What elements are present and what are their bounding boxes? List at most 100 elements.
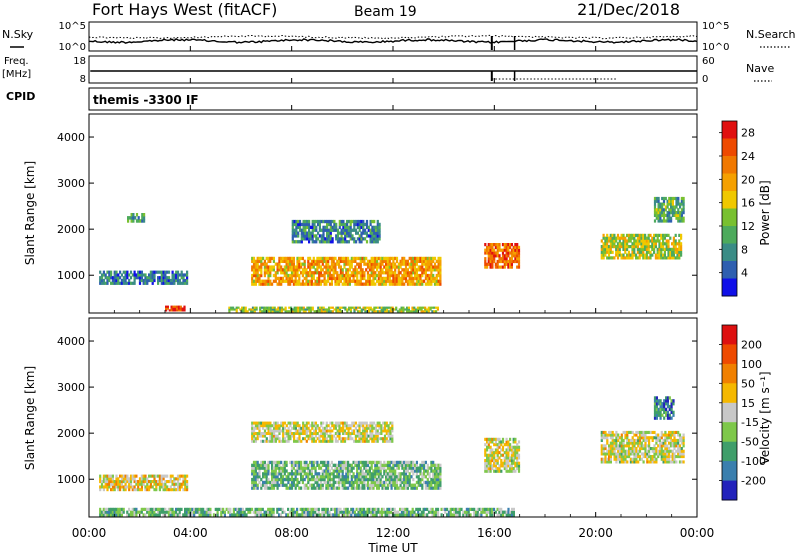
heatmap-cell: [660, 411, 662, 414]
heatmap-cell: [606, 436, 608, 439]
heatmap-cell: [269, 422, 271, 425]
heatmap-cell: [348, 429, 350, 432]
heatmap-cell: [329, 464, 331, 467]
heatmap-cell: [683, 203, 685, 206]
heatmap-cell: [502, 438, 504, 441]
heatmap-cell: [661, 414, 663, 417]
heatmap-cell: [518, 257, 520, 260]
heatmap-cell: [300, 429, 302, 432]
heatmap-cell: [643, 436, 645, 439]
heatmap-cell: [415, 508, 417, 511]
heatmap-cell: [363, 487, 365, 490]
heatmap-cell: [661, 205, 663, 208]
heatmap-cell: [674, 208, 676, 211]
heatmap-cell: [439, 265, 441, 268]
heatmap-cell: [300, 432, 302, 435]
colorbar-tick-label: 20: [741, 173, 755, 186]
heatmap-cell: [669, 237, 671, 240]
heatmap-cell: [619, 239, 621, 242]
heatmap-cell: [325, 283, 327, 286]
heatmap-cell: [667, 234, 669, 237]
heatmap-cell: [680, 237, 682, 240]
heatmap-cell: [135, 508, 137, 511]
heatmap-cell: [284, 437, 286, 440]
heatmap-cell: [628, 444, 630, 447]
heatmap-cell: [612, 450, 614, 453]
heatmap-cell: [366, 437, 368, 440]
heatmap-cell: [683, 439, 685, 442]
heatmap-cell: [255, 440, 257, 443]
heatmap-cell: [673, 237, 675, 240]
freq-right-tick-top: 60: [702, 56, 715, 67]
heatmap-cell: [134, 477, 136, 480]
heatmap-cell: [622, 254, 624, 257]
freq-label: Freq.: [4, 56, 29, 67]
heatmap-cell: [633, 452, 635, 455]
heatmap-cell: [106, 488, 108, 491]
heatmap-cell: [346, 422, 348, 425]
heatmap-cell: [601, 458, 603, 461]
heatmap-cell: [329, 440, 331, 443]
heatmap-cell: [683, 452, 685, 455]
heatmap-cell: [291, 271, 293, 274]
heatmap-cell: [121, 279, 123, 282]
heatmap-cell: [657, 237, 659, 240]
heatmap-cell: [367, 481, 369, 484]
heatmap-cell: [407, 487, 409, 490]
heatmap-cell: [230, 307, 232, 309]
heatmap-cell: [273, 274, 275, 277]
heatmap-cell: [655, 447, 657, 450]
heatmap-cell: [653, 447, 655, 450]
heatmap-cell: [675, 234, 677, 237]
heatmap-cell: [663, 411, 665, 414]
heatmap-cell: [308, 223, 310, 226]
heatmap-cell: [347, 475, 349, 478]
heatmap-cell: [365, 257, 367, 260]
colorbar-segment: [722, 261, 737, 279]
heatmap-cell: [308, 240, 310, 243]
heatmap-cell: [655, 460, 657, 463]
heatmap-cell: [308, 422, 310, 425]
heatmap-cell: [326, 422, 328, 425]
colorbar-segment: [722, 121, 737, 139]
heatmap-cell: [159, 271, 161, 274]
heatmap-cell: [329, 487, 331, 490]
heatmap-cell: [242, 508, 244, 511]
heatmap-cell: [498, 467, 500, 470]
heatmap-cell: [332, 237, 334, 240]
heatmap-cell: [379, 223, 381, 226]
heatmap-cell: [493, 508, 495, 511]
heatmap-cell: [291, 265, 293, 268]
heatmap-cell: [275, 440, 277, 443]
heatmap-cell: [683, 450, 685, 453]
heatmap-cell: [350, 223, 352, 226]
heatmap-cell: [518, 462, 520, 465]
heatmap-cell: [338, 435, 340, 438]
heatmap-cell: [349, 437, 351, 440]
heatmap-cell: [610, 248, 612, 251]
heatmap-cell: [601, 450, 603, 453]
heatmap-cell: [347, 461, 349, 464]
heatmap-cell: [309, 435, 311, 438]
heatmap-cell: [346, 223, 348, 226]
heatmap-cell: [128, 488, 130, 491]
heatmap-cell: [484, 257, 486, 260]
heatmap-cell: [352, 508, 354, 511]
heatmap-cell: [394, 508, 396, 511]
heatmap-cell: [498, 254, 500, 257]
heatmap-cell: [358, 435, 360, 438]
heatmap-cell: [338, 487, 340, 490]
heatmap-cell: [251, 435, 253, 438]
heatmap-cell: [99, 488, 101, 491]
heatmap-cell: [273, 260, 275, 263]
heatmap-cell: [649, 251, 651, 254]
heatmap-cell: [603, 450, 605, 453]
heatmap-cell: [139, 282, 141, 285]
heatmap-cell: [666, 439, 668, 442]
heatmap-cell: [329, 429, 331, 432]
heatmap-cell: [459, 511, 461, 514]
heatmap-cell: [671, 402, 673, 405]
heatmap-cell: [664, 450, 666, 453]
heatmap-cell: [373, 220, 375, 223]
heatmap-cell: [518, 470, 520, 473]
